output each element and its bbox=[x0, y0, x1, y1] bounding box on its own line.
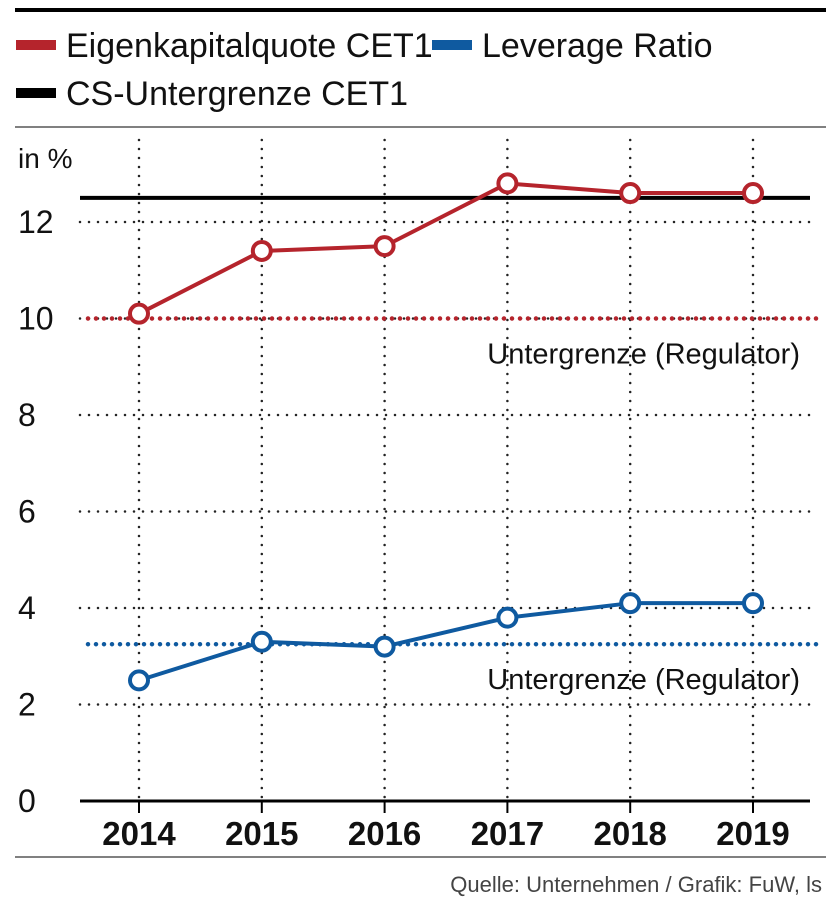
data-point-leverage bbox=[253, 633, 271, 651]
series-line-cet1 bbox=[139, 183, 753, 313]
x-tick-label: 2018 bbox=[593, 815, 666, 852]
y-tick-label: 2 bbox=[18, 687, 36, 723]
y-tick-label: 8 bbox=[18, 397, 36, 433]
data-point-leverage bbox=[744, 594, 762, 612]
series bbox=[130, 174, 762, 689]
data-point-leverage bbox=[498, 609, 516, 627]
legend-swatch-cet1 bbox=[16, 40, 56, 50]
x-axis-ticks: 2014 2015 2016 2017 2018 2019 bbox=[102, 801, 789, 852]
y-tick-label: 0 bbox=[18, 783, 36, 819]
reference-lines: Untergrenze (Regulator) Untergrenze (Regu… bbox=[80, 198, 820, 696]
legend: Eigenkapitalquote CET1 Leverage Ratio CS… bbox=[16, 27, 713, 113]
x-tick-label: 2014 bbox=[102, 815, 176, 852]
regulator-floor-cet1-label: Untergrenze (Regulator) bbox=[487, 339, 800, 371]
legend-swatch-leverage bbox=[432, 40, 472, 50]
data-point-cet1 bbox=[130, 305, 148, 323]
data-point-leverage bbox=[621, 594, 639, 612]
data-point-leverage bbox=[376, 638, 394, 656]
y-axis-unit: in % bbox=[18, 143, 72, 174]
x-tick-label: 2019 bbox=[716, 815, 789, 852]
legend-label-leverage: Leverage Ratio bbox=[482, 27, 713, 65]
y-tick-label: 12 bbox=[18, 204, 54, 240]
y-tick-label: 4 bbox=[18, 590, 36, 626]
data-point-leverage bbox=[130, 671, 148, 689]
source-note: Quelle: Unternehmen / Grafik: FuW, ls bbox=[450, 872, 822, 897]
chart: Eigenkapitalquote CET1 Leverage Ratio CS… bbox=[0, 0, 840, 909]
x-tick-label: 2015 bbox=[225, 815, 298, 852]
legend-label-cet1: Eigenkapitalquote CET1 bbox=[66, 27, 433, 65]
y-tick-label: 10 bbox=[18, 301, 54, 337]
y-axis-ticks: 0 2 4 6 8 10 12 bbox=[18, 204, 54, 819]
data-point-cet1 bbox=[498, 174, 516, 192]
data-point-cet1 bbox=[744, 184, 762, 202]
y-tick-label: 6 bbox=[18, 494, 36, 530]
grid bbox=[80, 140, 810, 801]
data-point-cet1 bbox=[253, 242, 271, 260]
x-tick-label: 2016 bbox=[348, 815, 421, 852]
regulator-floor-leverage-label: Untergrenze (Regulator) bbox=[487, 664, 800, 696]
data-point-cet1 bbox=[376, 237, 394, 255]
legend-swatch-cs-floor bbox=[16, 88, 56, 98]
x-tick-label: 2017 bbox=[471, 815, 544, 852]
legend-label-cs-floor: CS-Untergrenze CET1 bbox=[66, 75, 408, 113]
data-point-cet1 bbox=[621, 184, 639, 202]
